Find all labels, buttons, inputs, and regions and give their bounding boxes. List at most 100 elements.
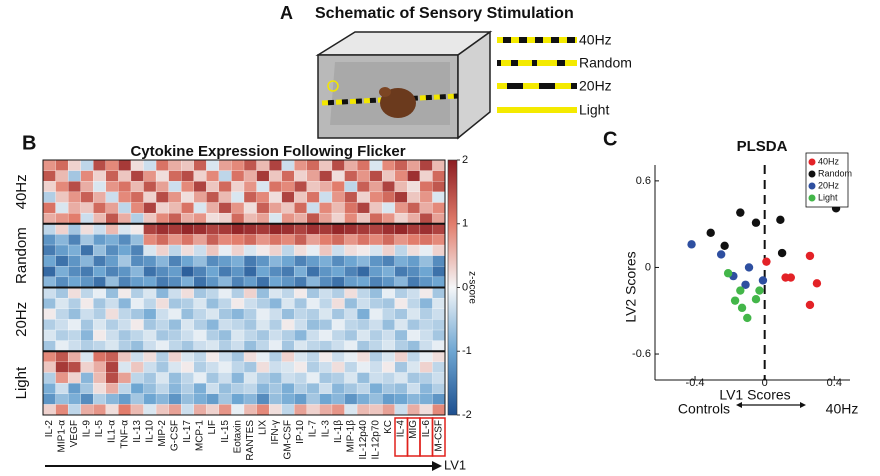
annotation: 40Hz <box>826 401 859 417</box>
heatmap-cell <box>218 234 232 246</box>
heatmap-cell <box>143 351 157 363</box>
heatmap-cell <box>42 297 57 310</box>
heatmap-cell <box>42 170 57 182</box>
column-label: IFN-γ <box>270 420 281 444</box>
highlight-boxes <box>394 417 446 457</box>
heatmap-cell <box>55 372 69 384</box>
heatmap-cell <box>118 372 132 384</box>
heatmap-cell <box>42 212 57 225</box>
scatter-title: PLSDA <box>737 138 788 155</box>
heatmap-cell <box>168 170 182 182</box>
heatmap-cell <box>394 372 408 384</box>
stimulus-label: Random <box>579 55 632 71</box>
scatter-point <box>743 313 752 323</box>
heatmap-cell <box>268 351 283 363</box>
heatmap-cell <box>382 234 396 246</box>
heatmap-cell <box>306 404 320 416</box>
heatmap-cell <box>42 351 57 363</box>
heatmap-cell <box>356 361 371 373</box>
heatmap-cell <box>231 181 245 193</box>
column-label: GM-CSF <box>283 420 294 459</box>
heatmap-cell <box>218 276 232 288</box>
heatmap-cell <box>294 159 308 172</box>
heatmap-cell <box>243 382 258 395</box>
heatmap-cell <box>268 244 283 257</box>
heatmap-cell <box>181 382 195 395</box>
heatmap-cell <box>181 404 195 416</box>
heatmap-cell <box>206 170 220 182</box>
heatmap-cell <box>218 372 232 384</box>
heatmap-cell <box>369 319 383 331</box>
heatmap-cell <box>407 212 421 225</box>
heatmap-cell <box>394 244 408 257</box>
heatmap-cell <box>294 393 308 405</box>
stimulus-label: Light <box>579 102 609 118</box>
heatmap-cell <box>369 181 383 193</box>
heatmap-cell <box>294 319 308 331</box>
heatmap-cell <box>181 276 195 288</box>
heatmap-cell <box>181 266 195 278</box>
heatmap-cell <box>168 223 182 235</box>
heatmap-cell <box>206 297 220 310</box>
heatmap-cell <box>369 255 383 267</box>
x-tick-label: 0 <box>762 377 768 389</box>
heatmap-cell <box>331 170 345 182</box>
heatmap-cell <box>42 361 57 373</box>
heatmap-cell <box>181 170 195 182</box>
heatmap-cell <box>344 382 358 395</box>
heatmap-cell <box>281 319 295 331</box>
heatmap-cell <box>319 382 333 395</box>
heatmap-cell <box>294 351 308 363</box>
heatmap-cell <box>143 181 157 193</box>
heatmap-cell <box>319 244 333 257</box>
heatmap-cell <box>243 404 258 416</box>
heatmap-cell <box>67 244 82 257</box>
heatmap-cell <box>243 276 258 288</box>
heatmap-cell <box>419 308 433 320</box>
heatmap-cell <box>55 255 69 267</box>
heatmap-cell <box>268 382 283 395</box>
heatmap-cell <box>356 351 371 363</box>
heatmap-cell <box>294 404 308 416</box>
heatmap-cell <box>181 361 195 373</box>
heatmap-cell <box>306 297 320 310</box>
heatmap-cell <box>155 404 170 416</box>
heatmap-cell <box>369 361 383 373</box>
heatmap-cell <box>356 308 371 320</box>
heatmap-cell <box>155 223 170 235</box>
stimulus-label: 40Hz <box>579 32 612 48</box>
heatmap-cell <box>80 276 94 288</box>
heatmap-cell <box>55 404 69 416</box>
heatmap-cell <box>168 287 182 299</box>
heatmap-cell <box>407 361 421 373</box>
scatter-point <box>805 251 815 261</box>
heatmap-cell <box>218 361 232 373</box>
heatmap-cell <box>181 202 195 214</box>
heatmap-cell <box>344 266 358 278</box>
heatmap-cell <box>231 393 245 405</box>
heatmap-cell <box>256 382 270 395</box>
heatmap-cell <box>369 276 383 288</box>
heatmap-cell <box>168 191 182 203</box>
heatmap-cell <box>356 372 371 384</box>
heatmap-cell <box>42 266 57 278</box>
heatmap-cell <box>42 202 57 214</box>
scatter-point <box>720 241 729 251</box>
heatmap-cell <box>93 255 107 267</box>
colorbar-tick-label: 1 <box>462 218 468 230</box>
heatmap-cell <box>130 244 144 257</box>
heatmap-cell <box>306 329 320 342</box>
heatmap-cell <box>419 212 433 225</box>
x-tick-label: -0.4 <box>686 377 705 389</box>
heatmap-cell <box>382 319 396 331</box>
heatmap-cell <box>432 212 446 225</box>
heatmap-cell <box>231 404 245 416</box>
heatmap-cell <box>93 351 107 363</box>
heatmap-cell <box>356 234 371 246</box>
heatmap-cell <box>55 212 69 225</box>
heatmap-cell <box>306 191 320 203</box>
heatmap-cell <box>268 266 283 278</box>
heatmap-cell <box>432 276 446 288</box>
heatmap-cell <box>55 351 69 363</box>
heatmap-cell <box>394 212 408 225</box>
